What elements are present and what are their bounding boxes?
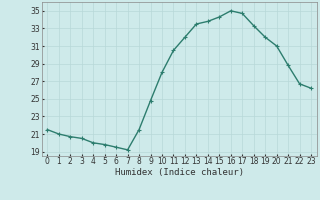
X-axis label: Humidex (Indice chaleur): Humidex (Indice chaleur) [115,168,244,177]
